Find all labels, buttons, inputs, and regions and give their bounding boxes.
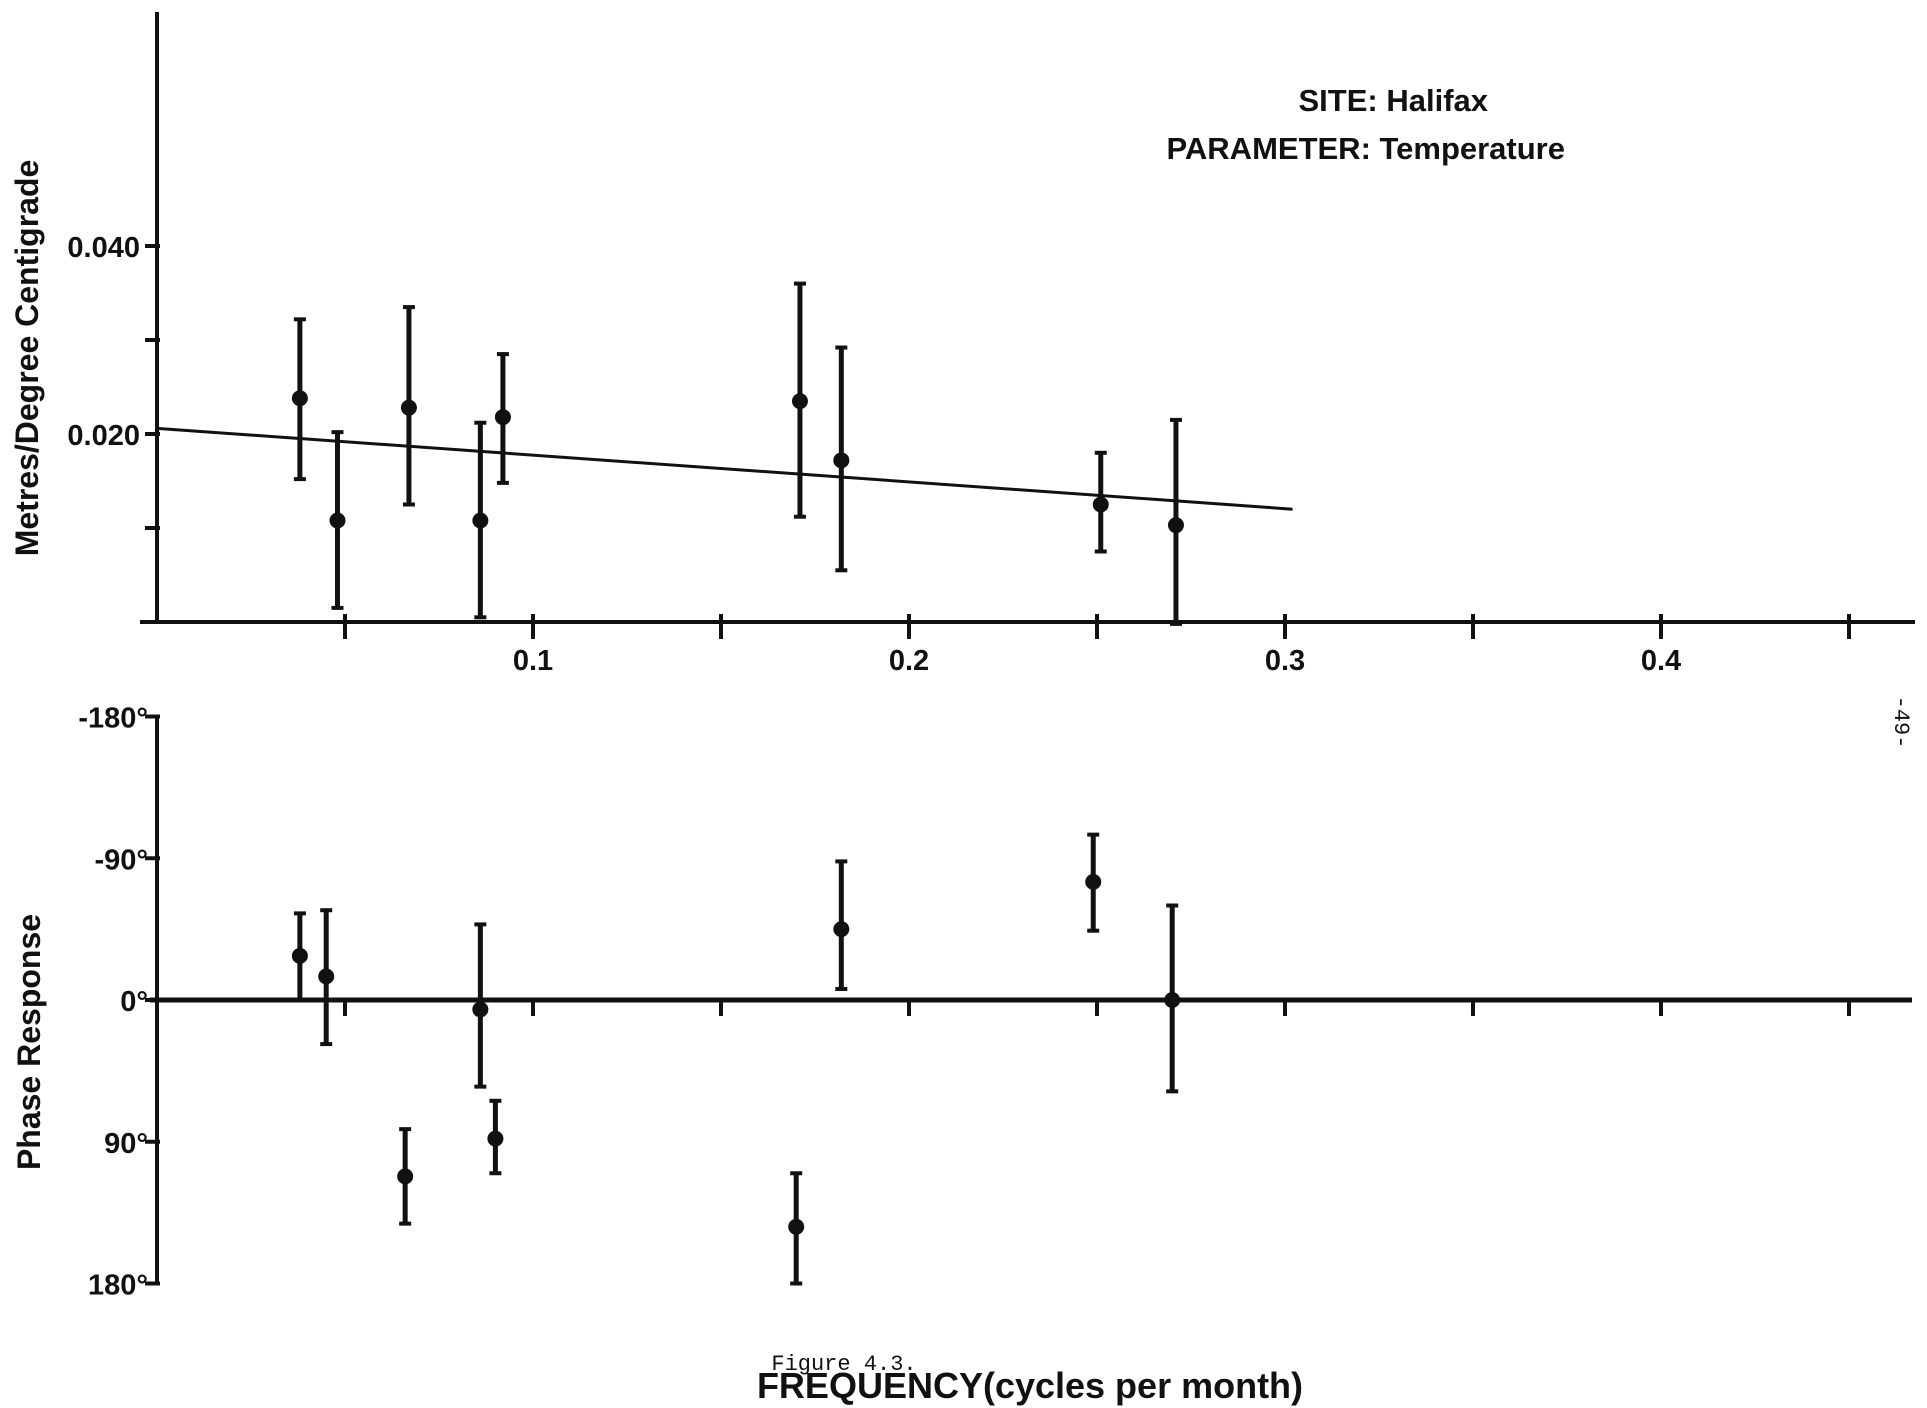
phase-data-point [472,1001,489,1018]
phase-y-tick-label: 0° [120,986,148,1018]
magnitude-fit-line [156,426,1293,511]
phase-data-point [788,1218,805,1235]
magnitude-x-tick-label: 0.4 [1641,645,1681,677]
phase-data-point [397,1168,414,1185]
magnitude-data-point [400,399,417,416]
parameter-annotation: PARAMETER: Temperature [1167,131,1565,166]
phase-data-point [1085,873,1102,890]
magnitude-y-axis-label: Metres/Degree Centigrade [9,160,45,557]
magnitude-data-point [472,512,489,529]
magnitude-x-tick-label: 0.1 [513,645,553,677]
figure-caption: Figure 4.3. [771,1352,916,1377]
magnitude-data-point [1092,496,1109,513]
magnitude-x-tick-label: 0.2 [889,645,929,677]
magnitude-y-tick-label: 0.020 [67,420,140,452]
phase-y-tick-label: 90° [104,1128,148,1160]
magnitude-y-tick-label: 0.040 [67,232,140,264]
magnitude-data-points [291,281,1184,626]
phase-data-point [1164,992,1181,1008]
phase-data-point [318,968,335,985]
phase-y-tick-label: -180° [78,703,148,735]
magnitude-fit-line-group [156,426,1293,511]
phase-axes: -180° -90° 0° 90° 180° [78,703,1912,1302]
phase-data-point [487,1130,504,1147]
magnitude-data-point [291,390,308,407]
phase-y-tick-label: -90° [94,844,148,876]
phase-data-points [291,832,1181,1286]
magnitude-response-chart: Metres/Degree Centigrade SITE: Halifax P… [9,12,1915,677]
site-annotation: SITE: Halifax [1299,83,1489,118]
page-number: -49- [1888,696,1913,749]
phase-data-point [291,947,308,964]
phase-y-axis-label: Phase Response [11,914,47,1170]
magnitude-data-point [329,512,346,529]
magnitude-axes: 0.020 0.040 0.1 0.2 0.3 0.4 [67,12,1915,677]
phase-y-tick-label: 180° [88,1270,148,1302]
magnitude-data-point [494,409,511,426]
magnitude-data-point [833,452,850,469]
magnitude-data-point [1167,517,1184,534]
magnitude-x-tick-label: 0.3 [1265,645,1305,677]
magnitude-data-point [791,393,808,410]
x-axis-label: FREQUENCY(cycles per month) [757,1365,1303,1406]
phase-data-point [833,921,850,938]
phase-response-chart: Phase Response -180° -90° 0° 90° 180° [11,703,1912,1302]
